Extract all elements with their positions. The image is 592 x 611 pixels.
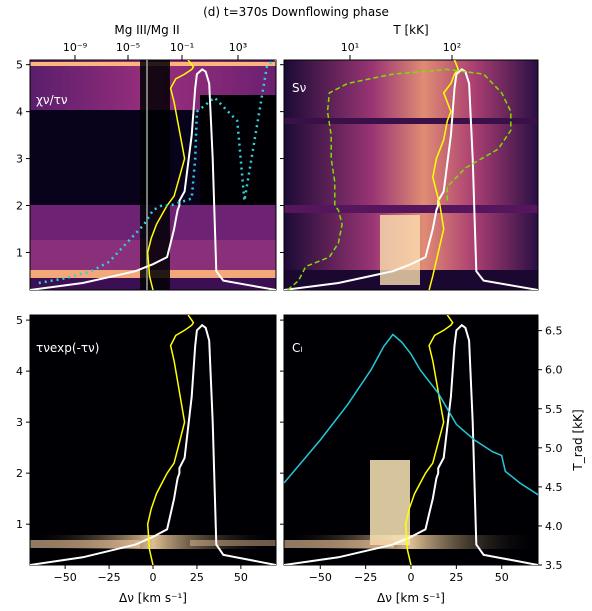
figure-title: (d) t=370s Downflowing phase xyxy=(203,5,389,19)
top-tick-label: 10³ xyxy=(229,41,247,54)
series-line-trad xyxy=(284,333,538,496)
series-line-tau-unity xyxy=(284,68,538,290)
panel-label-contribution-tau: τνexp(-τν) xyxy=(36,341,99,355)
x-tick-label: 0 xyxy=(150,571,157,584)
x-tick-label: 50 xyxy=(234,571,248,584)
y-tick-label: 2 xyxy=(16,467,23,480)
series-line-tau-unity xyxy=(284,323,538,565)
panel-contribution-tau: τνexp(-τν) 1 2 3 4 5 −50 −25 0 25 50 xyxy=(16,314,277,584)
right-tick-label: 4.0 xyxy=(545,520,563,533)
y-tick-label: 5 xyxy=(16,314,23,327)
x-axis-label-right: Δν [km s⁻¹] xyxy=(377,591,445,605)
y-tick-label: 4 xyxy=(16,106,23,119)
x-tick-label: −50 xyxy=(54,571,77,584)
y-tick-label: 1 xyxy=(16,518,23,531)
right-tick-label: 3.5 xyxy=(545,559,563,572)
x-tick-label: 25 xyxy=(449,571,463,584)
top-tick-label: 10⁻¹ xyxy=(170,41,194,54)
x-tick-label: −25 xyxy=(97,571,120,584)
series-line-tau-unity xyxy=(30,68,276,290)
top-axis-ticks-ionization: 10⁻⁹ 10⁻⁵ 10⁻¹ 10³ xyxy=(63,41,247,60)
panel-label-contribution-function: Cₗ xyxy=(292,341,302,355)
x-tick-label: 25 xyxy=(190,571,204,584)
y-tick-label: 1 xyxy=(16,246,23,259)
y-tick-label: 2 xyxy=(16,200,23,213)
panel-label-source-function: Sν xyxy=(292,81,307,95)
top-axis-label-temperature: T [kK] xyxy=(392,23,428,37)
x-axis-label-left: Δν [km s⁻¹] xyxy=(119,591,187,605)
y-tick-label: 3 xyxy=(16,153,23,166)
top-tick-label: 10¹ xyxy=(341,41,359,54)
top-tick-label: 10⁻⁹ xyxy=(63,41,87,54)
x-tick-label: 0 xyxy=(408,571,415,584)
top-axis-ticks-temperature: 10¹ 10² xyxy=(341,41,461,60)
series-line-tau-unity xyxy=(30,323,276,565)
x-tick-label: −50 xyxy=(309,571,332,584)
heatmap-source-function xyxy=(284,60,538,290)
panel-source-function: Sν T [kK] 10¹ 10² xyxy=(280,23,539,291)
panel-label-chi-over-tau: χν/τν xyxy=(36,93,68,107)
series-line-ionization xyxy=(38,60,276,285)
y-tick-label: 5 xyxy=(16,59,23,72)
series-line-temperature xyxy=(287,68,512,290)
top-tick-label: 10² xyxy=(443,41,461,54)
right-tick-label: 5.5 xyxy=(545,403,563,416)
x-tick-label: −25 xyxy=(354,571,377,584)
top-tick-label: 10⁻⁵ xyxy=(116,41,140,54)
panel-chi-over-tau: χν/τν Mg III/Mg II 10⁻⁹ 10⁻⁵ 10⁻¹ 10³ 1 2… xyxy=(16,23,277,291)
x-tick-label: 50 xyxy=(495,571,509,584)
series-line-velocity xyxy=(404,315,454,565)
series-line-velocity xyxy=(428,60,460,290)
right-tick-label: 6.0 xyxy=(545,364,563,377)
y-tick-label: 3 xyxy=(16,416,23,429)
top-axis-label-ionization: Mg III/Mg II xyxy=(114,23,179,37)
series-line-velocity xyxy=(146,60,195,290)
y-tick-label: 4 xyxy=(16,365,23,378)
right-tick-label: 4.5 xyxy=(545,481,563,494)
heatmap-contribution-tau xyxy=(30,315,276,565)
panel-contribution-function: Cₗ −50 −25 0 25 50 3.5 4.0 4.5 5.0 5.5 6.0 6.5 T_r… xyxy=(280,314,585,584)
right-axis-label-trad: T_rad [kK] xyxy=(571,409,585,471)
series-line-velocity xyxy=(146,315,195,565)
right-tick-label: 5.0 xyxy=(545,442,563,455)
right-tick-label: 6.5 xyxy=(545,325,563,338)
heatmap-contribution-function xyxy=(284,315,538,565)
